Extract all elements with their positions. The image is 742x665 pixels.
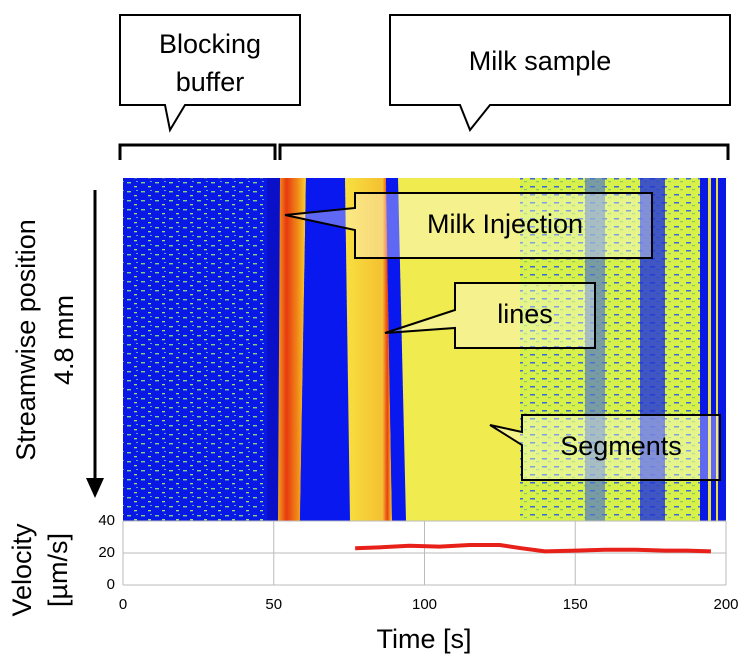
y-tick-label: 20 [98,544,115,561]
velocity-line [355,543,711,554]
callout-text: Milk Injection [427,209,583,239]
x-tick-label: 100 [412,596,437,613]
x-tick-label: 50 [265,596,282,613]
arrow-head [86,478,104,498]
axis-label: Streamwise position [11,219,41,461]
x-tick-label: 150 [563,596,588,613]
callout-box [284,192,653,259]
callout-text: Milk sample [469,46,612,76]
velocity-plot: 0 20 40 0 50 100 150 200 [98,512,738,613]
bracket [118,143,730,160]
x-tick-label: 200 [713,596,738,613]
callout-text: buffer [176,67,245,97]
axis-label: 4.8 mm [49,295,79,385]
y-tick-label: 0 [107,576,115,593]
x-axis-label: Time [s] [376,624,471,654]
kymograph [123,178,726,521]
y-axis-label: Velocity [7,523,37,617]
y-axis-label: [µm/s] [43,533,73,607]
callout-box [384,282,596,349]
callout-box [119,14,301,133]
callout-box [489,414,721,481]
x-tick-label: 0 [119,596,127,613]
callout-text: Blocking [159,29,261,59]
callout-text: Segments [560,431,682,461]
y-tick-label: 40 [98,512,115,529]
callout-box [389,14,731,132]
callout-text: lines [497,299,553,329]
